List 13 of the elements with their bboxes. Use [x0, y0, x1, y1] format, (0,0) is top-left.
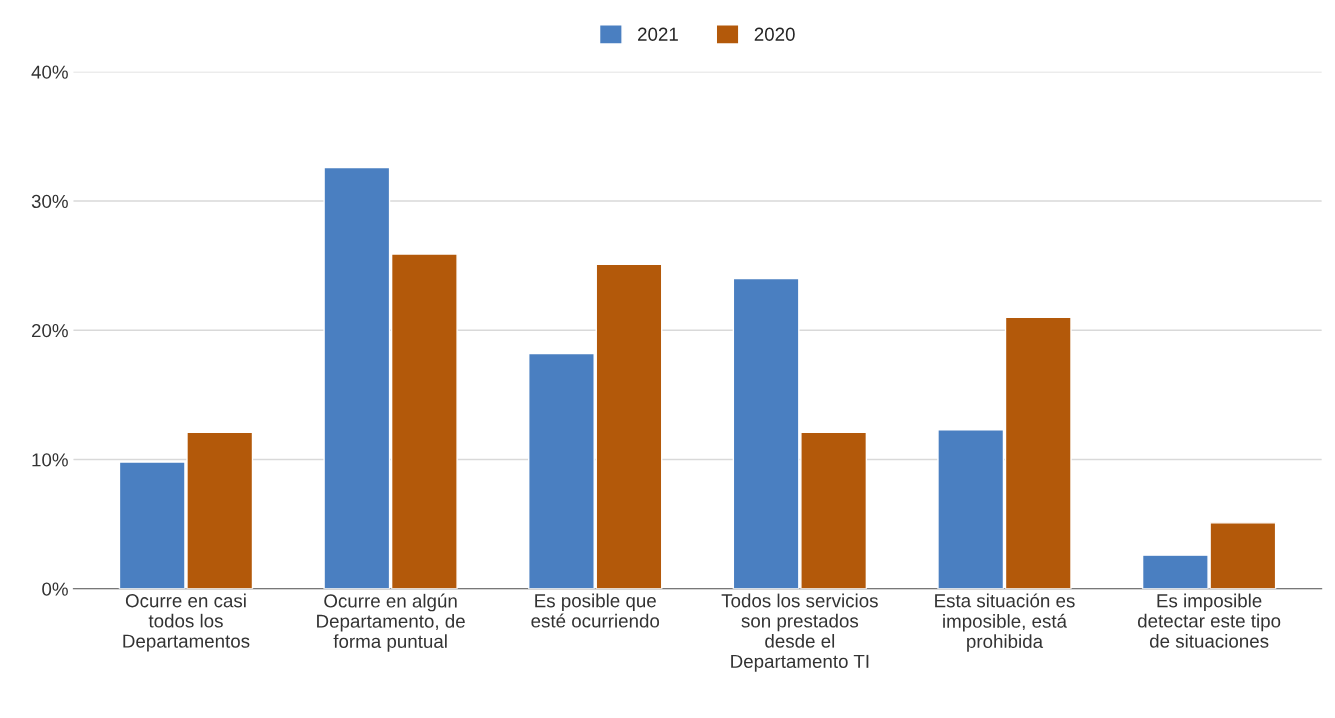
- legend-label: 2020: [754, 27, 795, 41]
- x-tick-label: Es imposible detectar este tipo de situaciones: [1137, 593, 1281, 648]
- legend-label: 2021: [638, 27, 678, 41]
- y-tick-label: 40%: [31, 65, 68, 79]
- x-tick-label: Todos los servicios son prestados desde el Departamento TI: [721, 593, 878, 672]
- y-tick-label: 20%: [31, 323, 68, 338]
- x-tick-label: Ocurre en algún Departamento, de forma puntual: [317, 593, 465, 652]
- y-tick-label: 30%: [31, 194, 68, 209]
- y-tick-label: 0%: [42, 582, 68, 596]
- x-tick-label: Ocurre en casi todos los Departamentos: [123, 593, 250, 652]
- y-tick-label: 10%: [32, 453, 68, 467]
- x-tick-label: Esta situación es imposible, está prohibida: [935, 593, 1075, 652]
- x-tick-label: Es posible que esté ocurriendo: [531, 593, 660, 628]
